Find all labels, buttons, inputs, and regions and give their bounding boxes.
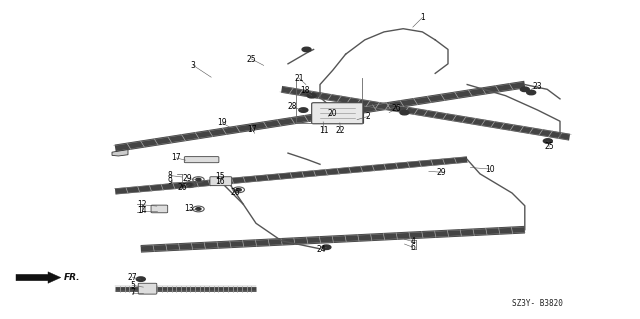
Polygon shape (16, 272, 61, 283)
Circle shape (299, 108, 308, 112)
Text: 11: 11 (319, 126, 328, 135)
Text: FR.: FR. (64, 273, 81, 282)
Text: 10: 10 (484, 165, 495, 174)
Text: 1: 1 (420, 13, 425, 22)
Text: 20: 20 (328, 109, 338, 118)
Circle shape (196, 178, 201, 181)
Text: 25: 25 (246, 55, 257, 63)
Text: 22: 22 (336, 126, 345, 135)
Text: 13: 13 (184, 204, 194, 213)
Circle shape (196, 208, 201, 210)
Text: 21: 21 (294, 74, 303, 83)
Circle shape (322, 245, 331, 249)
Text: 7: 7 (130, 288, 135, 297)
Text: SZ3Y- B3820: SZ3Y- B3820 (512, 299, 563, 308)
Text: 25: 25 (544, 142, 554, 151)
Text: 26: 26 (177, 183, 188, 192)
FancyBboxPatch shape (210, 177, 232, 186)
Text: 19: 19 (217, 118, 227, 127)
Circle shape (527, 90, 536, 95)
Circle shape (136, 277, 145, 281)
Text: 14: 14 (137, 206, 147, 215)
Circle shape (236, 189, 241, 191)
Text: 27: 27 (127, 273, 138, 282)
Text: 8: 8 (167, 171, 172, 180)
Text: 15: 15 (214, 172, 225, 181)
Text: 4: 4 (410, 237, 415, 246)
Circle shape (543, 139, 552, 143)
Text: 2: 2 (365, 112, 371, 121)
Text: 23: 23 (532, 82, 543, 91)
Text: 3: 3 (191, 61, 196, 70)
Text: 18: 18 (300, 86, 309, 95)
Text: 26: 26 (230, 189, 241, 197)
Text: 17: 17 (247, 125, 257, 134)
Circle shape (400, 110, 409, 115)
Text: 12: 12 (138, 200, 147, 209)
Text: 9: 9 (167, 177, 172, 186)
Text: 28: 28 (287, 102, 296, 111)
Circle shape (187, 183, 192, 186)
Text: 24: 24 (316, 245, 326, 254)
Text: 29: 29 (182, 174, 193, 183)
Text: 6: 6 (410, 243, 415, 252)
Text: 17: 17 (171, 153, 181, 162)
FancyBboxPatch shape (151, 205, 168, 213)
Text: 26: 26 (392, 104, 402, 113)
FancyBboxPatch shape (138, 283, 157, 294)
Text: 29: 29 (436, 168, 447, 177)
Circle shape (302, 47, 311, 52)
Text: 16: 16 (214, 177, 225, 186)
FancyBboxPatch shape (184, 157, 219, 163)
FancyBboxPatch shape (312, 103, 364, 124)
Circle shape (307, 93, 316, 98)
Polygon shape (112, 150, 128, 156)
Text: 5: 5 (130, 281, 135, 290)
Circle shape (520, 87, 529, 92)
